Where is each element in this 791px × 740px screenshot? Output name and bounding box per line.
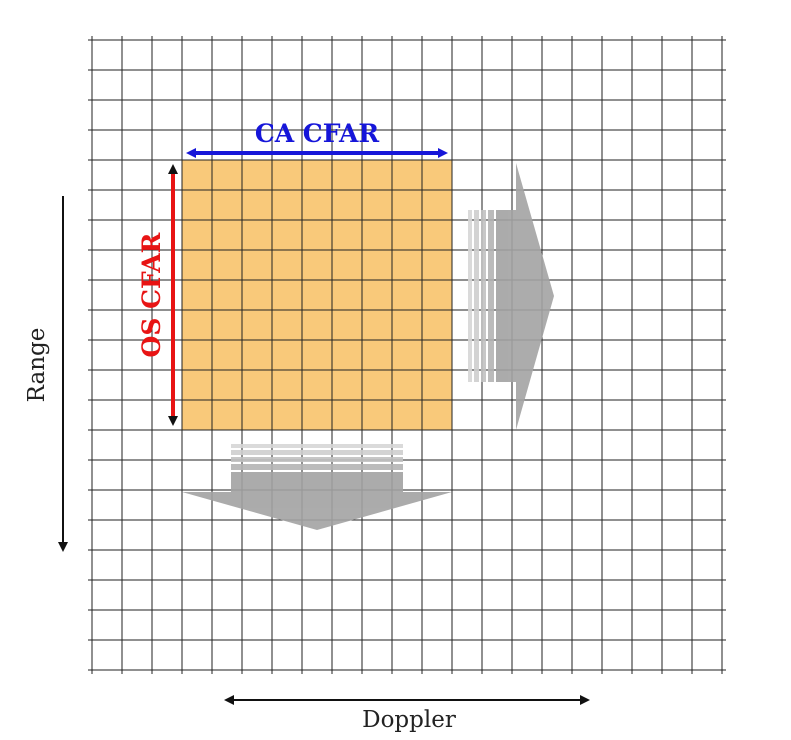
cfar-window <box>182 160 452 430</box>
slide-right-arrow <box>468 163 554 430</box>
range-axis-label: Range <box>24 328 50 403</box>
slide-down-arrow <box>182 444 452 530</box>
os-cfar-label: OS CFAR <box>137 232 166 357</box>
ca-cfar-label: CA CFAR <box>255 119 380 148</box>
doppler-axis-label: Doppler <box>362 707 456 733</box>
